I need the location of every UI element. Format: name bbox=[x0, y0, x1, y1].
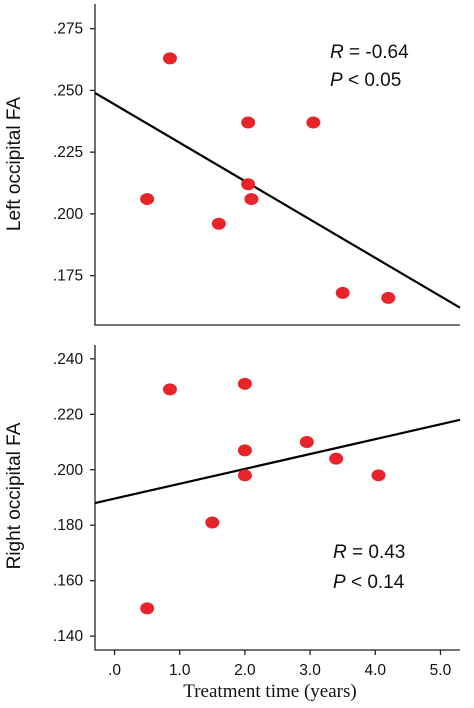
top-stats-annotation: R = -0.64 P < 0.05 bbox=[330, 42, 409, 91]
bottom-stats-annotation: R = 0.43 P < 0.14 bbox=[333, 542, 405, 593]
data-point bbox=[381, 291, 396, 304]
data-point bbox=[237, 377, 252, 390]
x-axis-label: Treatment time (years) bbox=[183, 681, 356, 702]
data-point bbox=[237, 469, 252, 482]
top-y-axis-label: Left occipital FA bbox=[4, 97, 25, 231]
bottom-data-points bbox=[140, 377, 386, 615]
data-point bbox=[299, 436, 314, 449]
y-tick-label: .240 bbox=[53, 351, 84, 368]
bottom-y-axis-label: Right occipital FA bbox=[4, 422, 25, 569]
data-point bbox=[306, 116, 321, 129]
top-panel-axes bbox=[94, 4, 460, 326]
data-point bbox=[205, 516, 220, 529]
bottom-regression-line bbox=[94, 418, 461, 505]
data-point bbox=[329, 452, 344, 465]
data-point bbox=[162, 52, 177, 65]
bottom-panel-axes bbox=[94, 345, 460, 651]
top-regression-line bbox=[94, 91, 461, 309]
top-p-statistic: P < 0.05 bbox=[330, 70, 401, 91]
data-point bbox=[140, 193, 155, 206]
x-tick-label: 5.0 bbox=[430, 662, 452, 679]
y-tick-label: .200 bbox=[53, 462, 84, 479]
right-occipital-panel: Right occipital FA .140 .160 .180 .200 .220.… bbox=[4, 345, 461, 702]
data-point bbox=[244, 193, 259, 206]
y-tick-label: .200 bbox=[53, 206, 84, 223]
data-point bbox=[241, 178, 256, 191]
data-point bbox=[335, 286, 350, 299]
y-tick-label: .225 bbox=[53, 144, 83, 161]
data-point bbox=[162, 383, 177, 396]
y-tick-label: .175 bbox=[53, 268, 83, 285]
data-point bbox=[140, 602, 155, 615]
top-y-ticks: .175 .200 .225 .250 .275 bbox=[53, 21, 95, 285]
y-tick-label: .275 bbox=[53, 21, 83, 38]
y-tick-label: .180 bbox=[53, 517, 84, 534]
data-point bbox=[241, 116, 256, 129]
x-tick-label: 1.0 bbox=[169, 662, 191, 679]
x-tick-label: 4.0 bbox=[364, 662, 386, 679]
x-axis-ticks: .0 1.0 2.0 3.0 4.0 5.0 bbox=[108, 650, 452, 679]
bottom-p-statistic: P < 0.14 bbox=[333, 572, 405, 593]
top-data-points bbox=[140, 52, 396, 304]
data-point bbox=[237, 444, 252, 457]
y-tick-label: .160 bbox=[53, 573, 84, 590]
left-occipital-panel: Left occipital FA .175 .200 .225 .250 .275 R… bbox=[4, 4, 461, 326]
y-tick-label: .220 bbox=[53, 406, 84, 423]
y-tick-label: .250 bbox=[53, 82, 84, 99]
data-point bbox=[371, 469, 386, 482]
top-r-statistic: R = -0.64 bbox=[330, 42, 409, 63]
y-tick-label: .140 bbox=[53, 628, 84, 645]
x-tick-label: .0 bbox=[108, 662, 121, 679]
x-tick-label: 2.0 bbox=[234, 662, 256, 679]
bottom-y-ticks: .140 .160 .180 .200 .220 .240 bbox=[53, 351, 95, 645]
bottom-r-statistic: R = 0.43 bbox=[333, 542, 405, 563]
x-tick-label: 3.0 bbox=[299, 662, 321, 679]
data-point bbox=[211, 217, 226, 230]
